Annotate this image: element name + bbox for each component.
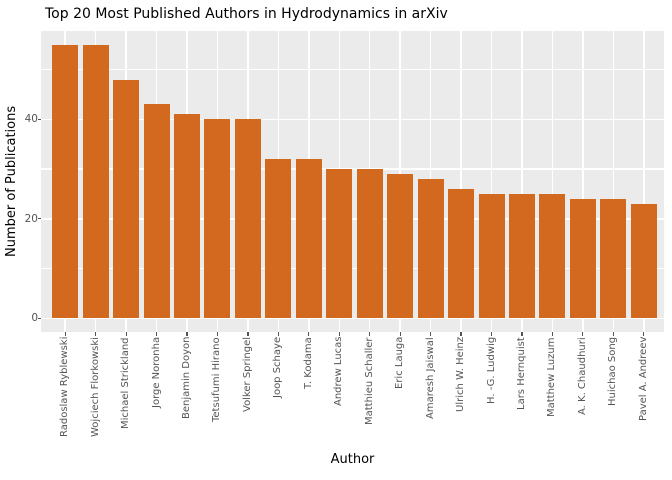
bar [295, 159, 322, 319]
bar [265, 159, 292, 319]
x-tick-mark [460, 332, 462, 336]
x-tick-label: Tetsufumi Hirano [211, 337, 223, 422]
x-tick-mark [64, 332, 66, 336]
x-tick-mark [338, 332, 340, 336]
x-tick-label: Joop Schaye [272, 337, 284, 399]
y-tick-mark [37, 218, 41, 220]
v-gridline [460, 31, 462, 332]
h-gridline [41, 168, 664, 170]
x-tick-mark [95, 332, 97, 336]
bar [630, 203, 657, 319]
x-tick-mark [582, 332, 584, 336]
plot-panel [41, 31, 664, 332]
x-tick-label: Pavel A. Andreev [637, 337, 649, 422]
bar [326, 169, 353, 319]
v-gridline [521, 31, 523, 332]
bar [234, 119, 261, 319]
y-tick-mark [37, 118, 41, 120]
bar [52, 44, 79, 319]
bar [143, 104, 170, 319]
bar [113, 79, 140, 319]
x-tick-label: Andrew Lucas [333, 337, 345, 407]
v-gridline [612, 31, 615, 332]
x-axis-title: Author [330, 452, 375, 467]
x-tick-mark [521, 332, 523, 336]
chart-title: Top 20 Most Published Authors in Hydrody… [45, 6, 448, 22]
x-tick-label: Benjamin Doyon [181, 337, 193, 420]
x-tick-label: Eric Lauga [394, 337, 406, 390]
bar [387, 174, 414, 319]
x-tick-label: Matthew Luzum [546, 337, 558, 417]
v-gridline [643, 31, 645, 332]
x-tick-mark [430, 332, 432, 336]
bar [600, 198, 627, 319]
bar [204, 119, 231, 319]
x-tick-mark [277, 332, 279, 336]
x-tick-label: Matthieu Schaller [363, 337, 375, 425]
h-gridline [41, 267, 664, 270]
bar [82, 44, 109, 319]
x-tick-mark [308, 332, 310, 336]
x-tick-mark [399, 332, 401, 336]
y-tick-mark [37, 317, 41, 319]
bar [448, 188, 475, 319]
y-tick-label: 0 [31, 312, 38, 325]
x-tick-label: Radoslaw Ryblewski [59, 337, 71, 438]
h-gridline [41, 118, 664, 121]
bar [478, 193, 505, 319]
x-tick-label: Wojciech Florkowski [89, 337, 101, 437]
x-tick-label: A. K. Chaudhuri [576, 337, 588, 415]
x-tick-mark [551, 332, 553, 336]
x-tick-label: Lars Hernquist [515, 337, 527, 410]
x-tick-mark [490, 332, 493, 336]
x-tick-label: Ulrich W. Heinz [455, 337, 467, 413]
bar [569, 198, 596, 319]
bar [417, 179, 444, 319]
x-tick-mark [186, 332, 188, 336]
x-tick-mark [369, 332, 371, 336]
v-gridline [551, 31, 554, 332]
y-tick-label: 40 [24, 113, 38, 126]
v-gridline [582, 31, 584, 332]
bar [174, 114, 201, 319]
h-gridline [41, 218, 664, 220]
x-tick-mark [155, 332, 158, 336]
v-gridline [490, 31, 493, 332]
x-tick-mark [125, 332, 127, 336]
x-tick-mark [216, 332, 219, 336]
x-tick-label: Michael Strickland [120, 337, 132, 429]
x-tick-label: Amaresh Jaiswal [424, 337, 436, 419]
bar [508, 193, 535, 319]
bar [539, 193, 566, 319]
x-tick-mark [643, 332, 645, 336]
bar [356, 169, 383, 319]
x-tick-label: Volker Springel [241, 337, 253, 413]
h-gridline [41, 68, 664, 71]
x-tick-mark [612, 332, 614, 336]
x-tick-label: Huichao Song [607, 337, 619, 407]
x-tick-label: H. -G. Ludwig [485, 337, 497, 405]
x-tick-mark [247, 332, 249, 336]
y-tick-label: 20 [24, 212, 38, 225]
y-axis-title: Number of Publications [4, 105, 19, 258]
h-gridline [41, 317, 664, 320]
x-tick-label: Jorge Noronha [150, 337, 162, 409]
x-tick-label: T. Kodama [302, 337, 314, 389]
